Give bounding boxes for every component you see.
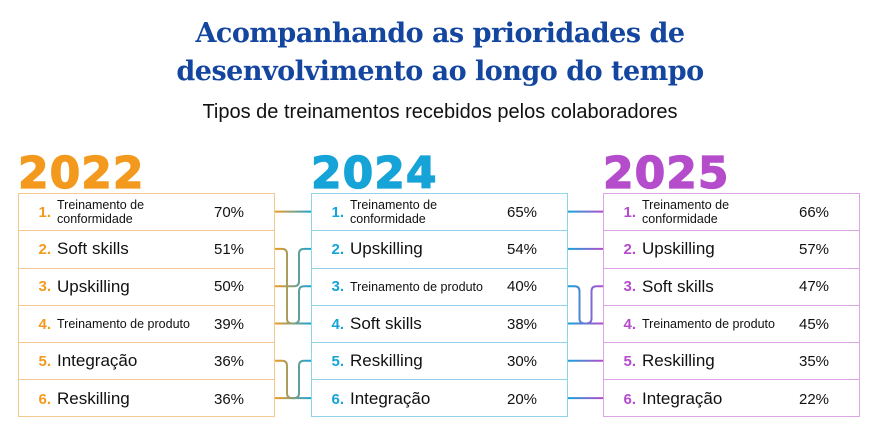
training-type: Integração xyxy=(350,389,431,409)
training-type: Upskilling xyxy=(642,239,715,259)
rank-number: 3. xyxy=(623,278,636,296)
ranking-table-2025: 1. Treinamento de conformidade 66% 2. Upskil… xyxy=(603,193,860,417)
percentage: 20% xyxy=(507,390,538,408)
ranking-row: 6. Integração 20% xyxy=(312,380,567,417)
rank-number: 1. xyxy=(623,203,636,221)
ranking-table-2024: 1. Treinamento de conformidade 65% 2. Upskil… xyxy=(311,193,568,417)
rank-number: 4. xyxy=(331,315,344,333)
connector-treinamento-de-produto xyxy=(275,285,311,325)
training-type: Treinamento de produto xyxy=(350,279,483,294)
connector-upskilling xyxy=(275,247,311,288)
percentage: 54% xyxy=(507,240,538,258)
training-type: Upskilling xyxy=(57,276,130,296)
ranking-row: 5. Integração 36% xyxy=(19,343,274,381)
subtitle: Tipos de treinamentos recebidos pelos co… xyxy=(202,101,678,123)
rank-number: 6. xyxy=(331,390,344,408)
year-2022: 2022 xyxy=(17,148,145,199)
year-2024: 2024 xyxy=(310,148,438,199)
training-type: Treinamento de conformidade xyxy=(642,198,730,227)
training-type: Treinamento de produto xyxy=(642,317,775,332)
rank-number: 3. xyxy=(331,278,344,296)
ranking-table-2022: 1. Treinamento de conformidade 70% 2. Soft s… xyxy=(18,193,275,417)
ranking-row: 1. Treinamento de conformidade 65% xyxy=(312,194,567,232)
rank-number: 5. xyxy=(38,352,51,370)
connector-treinamento-de-produto xyxy=(568,285,603,325)
connector-integra-o xyxy=(275,359,311,400)
ranking-row: 3. Treinamento de produto 40% xyxy=(312,269,567,306)
rank-number: 1. xyxy=(38,203,51,221)
percentage: 36% xyxy=(214,352,245,370)
ranking-row: 2. Upskilling 57% xyxy=(604,231,859,269)
title-line-2: desenvolvimento ao longo do tempo xyxy=(176,56,704,87)
year-2025: 2025 xyxy=(602,148,730,199)
title-line-1: Acompanhando as prioridades de xyxy=(195,18,685,49)
ranking-row: 2. Upskilling 54% xyxy=(312,231,567,269)
training-type: Reskilling xyxy=(350,351,423,371)
percentage: 30% xyxy=(507,352,538,370)
training-type: Soft skills xyxy=(642,276,714,296)
ranking-row: 5. Reskilling 35% xyxy=(604,343,859,381)
rank-number: 3. xyxy=(38,278,51,296)
percentage: 65% xyxy=(507,203,538,221)
ranking-row: 4. Treinamento de produto 39% xyxy=(19,306,274,344)
percentage: 70% xyxy=(214,203,245,221)
ranking-row: 3. Upskilling 50% xyxy=(19,269,274,306)
connector-reskilling xyxy=(275,359,311,400)
percentage: 50% xyxy=(214,278,245,296)
ranking-row: 6. Integração 22% xyxy=(604,380,859,417)
percentage: 47% xyxy=(799,278,830,296)
ranking-row: 4. Soft skills 38% xyxy=(312,306,567,344)
percentage: 40% xyxy=(507,278,538,296)
training-type: Treinamento de produto xyxy=(57,317,190,332)
rank-number: 5. xyxy=(331,352,344,370)
rank-number: 4. xyxy=(38,315,51,333)
connector-soft-skills xyxy=(568,285,603,325)
percentage: 45% xyxy=(799,315,830,333)
training-type: Upskilling xyxy=(350,239,423,259)
ranking-row: 3. Soft skills 47% xyxy=(604,269,859,306)
ranking-row: 5. Reskilling 30% xyxy=(312,343,567,381)
rank-number: 4. xyxy=(623,315,636,333)
training-type: Integração xyxy=(642,389,723,409)
ranking-row: 1. Treinamento de conformidade 70% xyxy=(19,194,274,232)
percentage: 35% xyxy=(799,352,830,370)
percentage: 51% xyxy=(214,240,245,258)
ranking-row: 1. Treinamento de conformidade 66% xyxy=(604,194,859,232)
percentage: 57% xyxy=(799,240,830,258)
ranking-row: 6. Reskilling 36% xyxy=(19,380,274,417)
training-type: Soft skills xyxy=(350,314,422,334)
rank-number: 1. xyxy=(331,203,344,221)
rank-number: 2. xyxy=(38,240,51,258)
percentage: 39% xyxy=(214,315,245,333)
ranking-row: 2. Soft skills 51% xyxy=(19,231,274,269)
percentage: 66% xyxy=(799,203,830,221)
rank-number: 2. xyxy=(331,240,344,258)
training-type: Reskilling xyxy=(57,389,130,409)
training-type: Treinamento de conformidade xyxy=(57,198,145,227)
percentage: 36% xyxy=(214,390,245,408)
percentage: 38% xyxy=(507,315,538,333)
rank-number: 2. xyxy=(623,240,636,258)
training-type: Integração xyxy=(57,351,138,371)
percentage: 22% xyxy=(799,390,830,408)
rank-number: 5. xyxy=(623,352,636,370)
training-type: Reskilling xyxy=(642,351,715,371)
training-type: Treinamento de conformidade xyxy=(350,198,438,227)
rank-number: 6. xyxy=(38,390,51,408)
rank-number: 6. xyxy=(623,390,636,408)
ranking-row: 4. Treinamento de produto 45% xyxy=(604,306,859,344)
training-type: Soft skills xyxy=(57,239,129,259)
